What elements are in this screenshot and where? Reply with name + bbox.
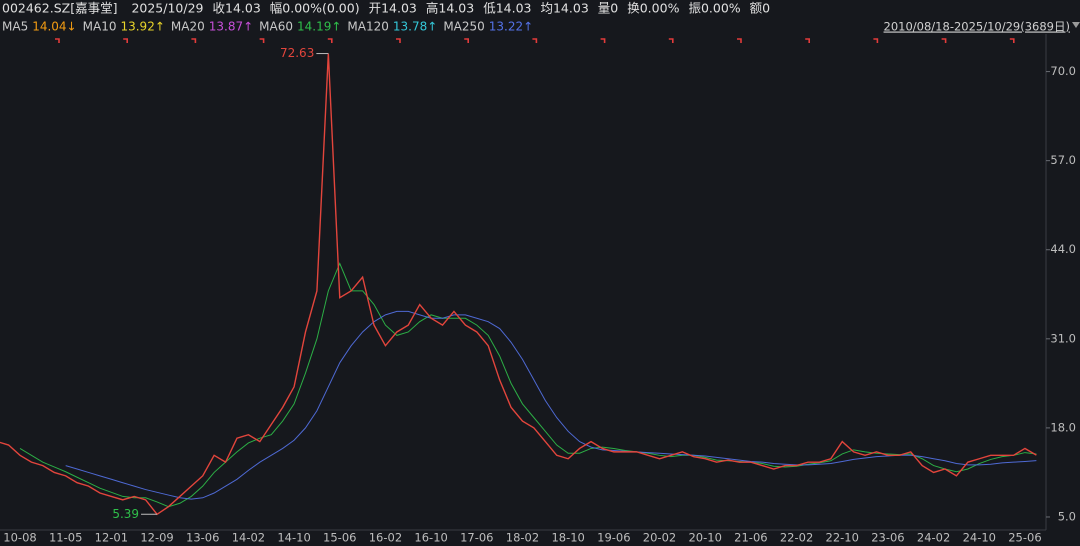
event-flag — [805, 38, 810, 43]
header: 002462.SZ[嘉事堂] 2025/10/29 收14.03 幅0.00%(0.0… — [2, 1, 770, 16]
event-flag — [327, 38, 333, 43]
x-tick-label: 22-10 — [826, 531, 859, 545]
ma-value: 13.87↑ — [209, 20, 253, 34]
ma-line — [19, 262, 1037, 508]
x-tick-label: 12-09 — [140, 531, 173, 545]
ma-name: MA5 — [2, 20, 28, 34]
event-flag — [873, 38, 879, 43]
event-flag — [464, 38, 469, 43]
x-tick-label: 14-10 — [277, 531, 310, 545]
ma-value: 13.22↑ — [489, 20, 533, 34]
header-item: 振0.00% — [688, 1, 740, 16]
x-tick-label: 12-01 — [95, 531, 128, 545]
x-tick-label: 15-06 — [323, 531, 356, 545]
event-flag — [55, 38, 60, 43]
ma-name: MA60 — [259, 20, 293, 34]
y-tick-label: 31.0 — [1050, 331, 1076, 345]
high-label: 72.63 — [280, 46, 314, 60]
x-tick-label: 14-02 — [232, 531, 265, 545]
x-tick-label: 13-06 — [186, 531, 219, 545]
header-item: 高14.03 — [426, 1, 474, 16]
x-tick-label: 19-06 — [597, 531, 630, 545]
ma-line — [65, 310, 1037, 500]
x-tick-label: 20-10 — [688, 531, 721, 545]
x-tick-label: 24-10 — [963, 531, 996, 545]
x-tick-label: 24-02 — [917, 531, 950, 545]
x-tick-label: 21-06 — [734, 531, 767, 545]
header-item: 额0 — [750, 1, 771, 16]
x-tick-label: 25-06 — [1008, 531, 1041, 545]
x-tick-label: 22-02 — [780, 531, 813, 545]
header-item: 002462.SZ[嘉事堂] — [2, 1, 117, 16]
header-item: 均14.03 — [540, 1, 588, 16]
y-tick-label: 57.0 — [1050, 153, 1076, 167]
ma-name: MA250 — [443, 20, 484, 34]
x-tick-label: 16-02 — [369, 531, 402, 545]
event-flag — [1009, 38, 1015, 43]
header-item: 2025/10/29 — [131, 1, 203, 16]
ma-name: MA10 — [83, 20, 117, 34]
y-tick-label: 18.0 — [1050, 420, 1076, 434]
ma-value: 14.19↑ — [297, 20, 341, 34]
event-flag — [941, 38, 947, 43]
event-flag — [396, 38, 401, 43]
date-range: 2010/08/18-2025/10/29(3689日) — [884, 20, 1070, 34]
header-item: 换0.00% — [627, 1, 679, 16]
ma-name: MA20 — [171, 20, 205, 34]
header-item: 幅0.00%(0.00) — [270, 1, 360, 16]
x-tick-label: 10-08 — [3, 531, 36, 545]
x-tick-label: 20-02 — [643, 531, 676, 545]
ma-value: 13.78↑ — [393, 20, 437, 34]
x-tick-label: 11-05 — [49, 531, 82, 545]
y-tick-label: 70.0 — [1050, 64, 1076, 78]
header-item: 开14.03 — [369, 1, 417, 16]
header-item: 收14.03 — [213, 1, 261, 16]
event-flag — [123, 38, 128, 43]
x-tick-label: 23-06 — [871, 531, 904, 545]
event-flag — [600, 38, 606, 43]
event-flag — [191, 38, 197, 43]
y-tick-label: 5.0 — [1058, 509, 1076, 523]
event-flag — [532, 38, 538, 43]
price-line — [0, 53, 1037, 516]
event-flag — [259, 38, 265, 43]
low-label: 5.39 — [112, 507, 139, 521]
event-flag — [668, 38, 674, 43]
ma-name: MA120 — [347, 20, 388, 34]
y-tick-label: 44.0 — [1050, 242, 1076, 256]
x-tick-label: 17-06 — [460, 531, 493, 545]
x-tick-label: 18-10 — [551, 531, 584, 545]
plot-area — [0, 53, 1037, 516]
event-flag — [737, 38, 742, 43]
header-item: 量0 — [598, 1, 619, 16]
ma-value: 14.04↓ — [32, 20, 76, 34]
x-tick-label: 18-02 — [506, 531, 539, 545]
ma-legend: MA5 14.04↓ MA10 13.92↑ MA20 13.87↑ MA60 14.19↑ M… — [2, 20, 533, 34]
header-item: 低14.03 — [483, 1, 531, 16]
ma-value: 13.92↑ — [120, 20, 164, 34]
x-tick-label: 16-10 — [414, 531, 447, 545]
range-dropdown[interactable] — [1072, 22, 1080, 28]
